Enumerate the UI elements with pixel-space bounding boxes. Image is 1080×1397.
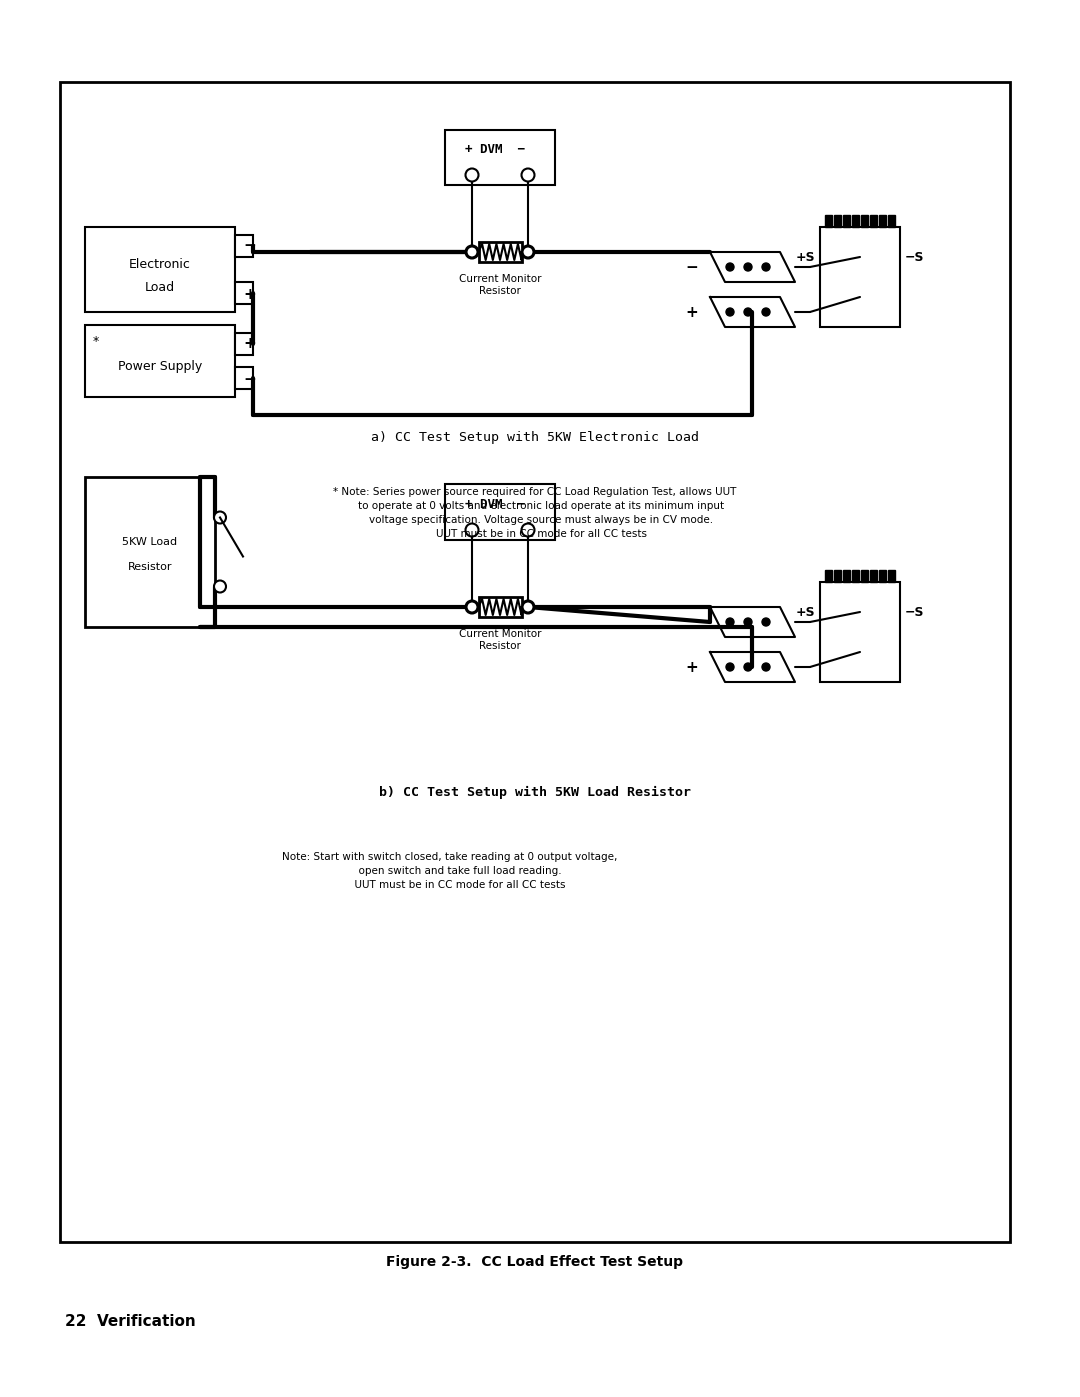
Bar [834,215,841,226]
Text: + DVM  −: + DVM − [465,142,525,155]
Bar [445,130,555,184]
Bar [820,583,900,682]
Text: −: − [685,260,698,274]
Circle shape [744,263,752,271]
Circle shape [762,664,770,671]
Bar [852,215,859,226]
Bar [861,215,868,226]
Text: Load: Load [145,281,175,293]
Circle shape [465,601,478,613]
Bar [235,367,253,388]
Circle shape [465,524,478,536]
Circle shape [744,307,752,316]
Text: a) CC Test Setup with 5KW Electronic Load: a) CC Test Setup with 5KW Electronic Loa… [372,430,699,443]
Polygon shape [710,652,795,682]
Bar [235,235,253,257]
Bar [825,570,832,583]
Text: Current Monitor
Resistor: Current Monitor Resistor [459,274,541,296]
Bar [870,570,877,583]
Text: * Note: Series power source required for CC Load Regulation Test, allows UUT
   : * Note: Series power source required for… [334,488,737,539]
Circle shape [522,169,535,182]
Text: Note: Start with switch closed, take reading at 0 output voltage,
      open swi: Note: Start with switch closed, take rea… [282,852,618,890]
Text: −S: −S [905,605,924,619]
Text: −: − [243,237,256,253]
Circle shape [522,601,535,613]
Text: Figure 2-3.  CC Load Effect Test Setup: Figure 2-3. CC Load Effect Test Setup [387,1255,684,1268]
Bar [825,215,832,226]
Text: b) CC Test Setup with 5KW Load Resistor: b) CC Test Setup with 5KW Load Resistor [379,785,691,799]
Text: Current Monitor
Resistor: Current Monitor Resistor [459,629,541,651]
Text: Electronic: Electronic [130,258,191,271]
Text: 5KW Load: 5KW Load [122,536,177,548]
Bar [888,570,895,583]
Text: + DVM  −: + DVM − [465,497,525,510]
Bar [843,570,850,583]
Circle shape [744,617,752,626]
Circle shape [744,664,752,671]
Bar [843,215,850,226]
Bar [478,597,522,617]
Bar [852,570,859,583]
Text: +: + [685,659,698,675]
Text: +: + [243,286,256,302]
Text: *: * [93,335,99,348]
Circle shape [465,169,478,182]
Circle shape [467,602,477,612]
Circle shape [523,602,534,612]
Circle shape [214,511,226,524]
Circle shape [726,307,734,316]
Text: +S: +S [795,605,815,619]
Polygon shape [710,608,795,637]
Bar [879,215,886,226]
Text: +: + [243,335,256,351]
Circle shape [523,246,534,257]
Bar [85,326,235,397]
Text: +: + [685,305,698,320]
Circle shape [214,581,226,592]
Bar [879,570,886,583]
Circle shape [762,307,770,316]
Bar [445,485,555,539]
Text: +S: +S [795,250,815,264]
Circle shape [726,263,734,271]
Bar [85,476,215,627]
Text: −: − [685,615,698,630]
Text: −: − [243,372,256,387]
Circle shape [726,617,734,626]
Bar [60,82,1010,1242]
Polygon shape [710,251,795,282]
Bar [888,215,895,226]
Polygon shape [710,298,795,327]
Text: Resistor: Resistor [127,562,172,571]
Bar [820,226,900,327]
Text: −S: −S [905,250,924,264]
Circle shape [762,617,770,626]
Bar [861,570,868,583]
Text: Power Supply: Power Supply [118,359,202,373]
Circle shape [522,524,535,536]
Circle shape [762,263,770,271]
Circle shape [522,246,535,258]
Circle shape [726,664,734,671]
Bar [235,282,253,305]
Text: 22  Verification: 22 Verification [65,1315,195,1330]
Bar [478,242,522,263]
Bar [85,226,235,312]
Bar [834,570,841,583]
Circle shape [467,246,477,257]
Bar [870,215,877,226]
Circle shape [465,246,478,258]
Bar [235,332,253,355]
